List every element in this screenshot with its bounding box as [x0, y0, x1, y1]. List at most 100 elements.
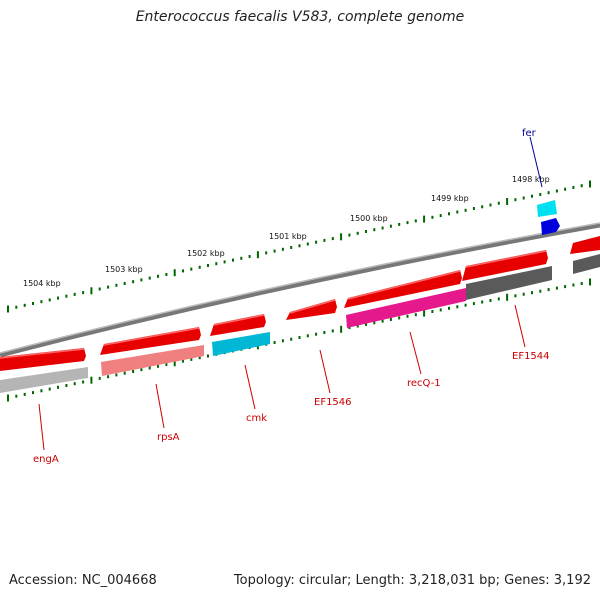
inner-tick-minor [148, 366, 151, 370]
feature-fer-cyan [537, 200, 557, 217]
category-features [0, 254, 600, 393]
inner-tick-minor [398, 316, 401, 320]
genome-backbone [0, 222, 600, 358]
outer-tick-minor [281, 247, 284, 251]
map-title: Enterococcus faecalis V583, complete gen… [135, 9, 465, 25]
outer-tick-minor [290, 246, 293, 249]
inner-tick-minor [132, 370, 135, 373]
outer-tick-minor [132, 280, 135, 284]
inner-tick-minor [115, 373, 118, 377]
outer-tick-major [173, 269, 176, 277]
feature-engA [0, 348, 86, 371]
inner-tick-minor [182, 359, 184, 363]
outer-tick-minor [489, 203, 492, 207]
inner-tick-minor [140, 368, 143, 372]
outer-tick-minor [497, 201, 500, 205]
outer-tick-major [256, 251, 259, 259]
outer-tick-minor [547, 191, 550, 195]
inner-tick-major [173, 359, 176, 367]
outer-tick-minor [381, 226, 384, 230]
inner-tick-minor [65, 384, 68, 387]
feature-EF1544 [462, 250, 548, 281]
scale-label-1498: 1498 kbp [512, 175, 550, 184]
outer-tick-major [340, 233, 343, 241]
gene-label-fer: fer [522, 128, 537, 139]
inner-tick-minor [373, 321, 376, 325]
feature-cmk [210, 314, 266, 336]
feature-right-edge [570, 236, 600, 254]
inner-tick-major [589, 278, 591, 286]
outer-tick-minor [323, 238, 326, 242]
outer-tick-minor [223, 260, 226, 264]
outer-tick-minor [348, 233, 351, 237]
outer-tick-major [506, 198, 509, 205]
outer-tick-minor [522, 196, 525, 200]
inner-tick-minor [73, 382, 76, 386]
gene-label-engA: engA [33, 454, 59, 465]
outer-tick-minor [215, 262, 218, 266]
scale-label-1503: 1503 kbp [105, 265, 143, 274]
inner-tick-minor [448, 306, 450, 310]
outer-tick-minor [240, 256, 243, 260]
gene-label-cmk: cmk [246, 413, 267, 424]
outer-tick-minor [315, 240, 318, 244]
outer-tick-minor [448, 212, 450, 216]
accession-label: Accession: NC_004668 [9, 573, 157, 588]
category-recQ-1 [346, 288, 466, 328]
inner-tick-major [90, 376, 93, 384]
outer-tick-minor [431, 215, 434, 219]
category-EF1544 [466, 266, 552, 300]
outer-tick-minor [82, 291, 85, 295]
outer-tick-minor [198, 265, 201, 269]
outer-tick-minor [539, 193, 542, 196]
outer-tick-minor [555, 189, 558, 193]
gene-label-recQ-1: recQ-1 [407, 378, 441, 389]
inner-tick-minor [522, 292, 525, 296]
inner-tick-minor [190, 357, 193, 361]
outer-tick-minor [531, 194, 533, 198]
gene-label-EF1544: EF1544 [512, 351, 550, 362]
outer-tick-minor [165, 273, 168, 276]
inner-tick-minor [107, 375, 110, 379]
inner-tick-minor [439, 308, 442, 312]
inner-tick-minor [207, 354, 209, 358]
inner-tick-minor [281, 339, 284, 343]
outer-tick-minor [273, 249, 276, 253]
outer-scale-ticks [7, 180, 591, 313]
inner-tick-minor [497, 297, 500, 301]
feature-recQ-1 [344, 270, 462, 308]
outer-tick-minor [140, 278, 143, 282]
outer-tick-minor [32, 302, 34, 305]
outer-tick-minor [572, 186, 575, 189]
outer-tick-major [7, 305, 9, 313]
outer-tick-minor [398, 222, 401, 226]
inner-tick-major [506, 293, 509, 301]
inner-tick-minor [48, 387, 51, 391]
outer-tick-minor [373, 228, 376, 232]
inner-tick-minor [414, 313, 417, 317]
outer-tick-minor [73, 292, 76, 296]
outer-tick-minor [406, 221, 409, 225]
outer-tick-minor [580, 184, 583, 188]
inner-tick-minor [489, 299, 492, 302]
scale-label-1502: 1502 kbp [187, 249, 225, 258]
feature-EF1546 [286, 299, 337, 320]
inner-tick-minor [481, 300, 484, 304]
inner-tick-major [340, 325, 343, 333]
inner-tick-minor [331, 329, 334, 333]
feature-fer-blue [541, 218, 560, 235]
inner-tick-minor [348, 326, 351, 330]
outer-tick-major [423, 215, 426, 223]
scale-label-1500: 1500 kbp [350, 214, 388, 223]
inner-tick-minor [306, 334, 309, 338]
inner-tick-minor [564, 285, 567, 289]
inner-tick-minor [165, 363, 168, 366]
inner-scale-ticks [7, 278, 591, 402]
outer-tick-minor [207, 264, 209, 267]
inner-tick-minor [365, 322, 367, 326]
cds-features [0, 236, 600, 371]
scale-label-1504: 1504 kbp [23, 279, 61, 288]
outer-tick-minor [356, 231, 359, 235]
outer-tick-minor [232, 258, 234, 262]
outer-tick-minor [414, 219, 417, 223]
